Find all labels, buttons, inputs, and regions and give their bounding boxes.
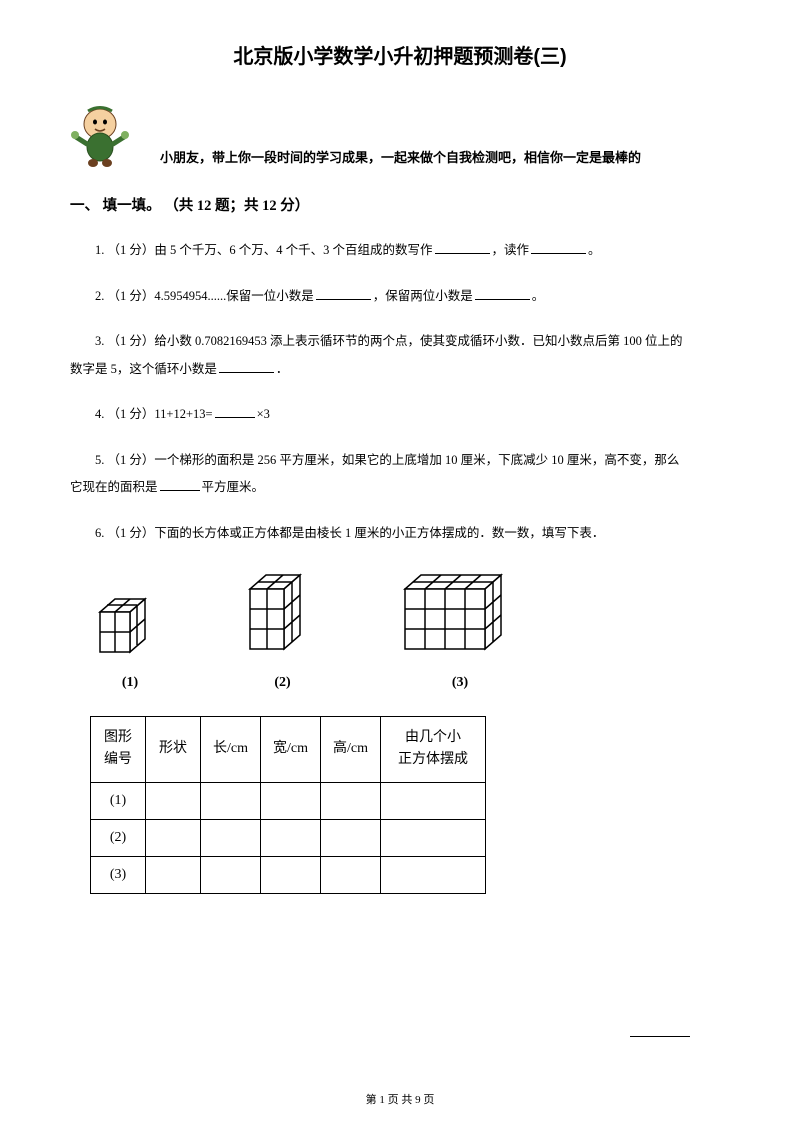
question-2: 2. （1 分）4.5954954......保留一位小数是 ，保留两位小数是 。 <box>70 283 730 311</box>
q6-text: 6. （1 分）下面的长方体或正方体都是由棱长 1 厘米的小正方体摆成的．数一数… <box>95 526 604 540</box>
th-shape: 形状 <box>146 717 201 783</box>
cell-input[interactable] <box>261 856 321 893</box>
blank-input[interactable] <box>160 479 200 492</box>
cell-input[interactable] <box>381 819 486 856</box>
cell-input[interactable] <box>321 856 381 893</box>
table-row: (1) <box>91 782 486 819</box>
cube-1: (1) <box>90 587 170 691</box>
question-4: 4. （1 分）11+12+13= ×3 <box>70 401 730 429</box>
row-id: (2) <box>91 819 146 856</box>
q1-prefix: 1. （1 分）由 5 个千万、6 个万、4 个千、3 个百组成的数写作 <box>95 243 433 257</box>
blank-input[interactable] <box>215 406 255 419</box>
cell-input[interactable] <box>261 819 321 856</box>
footer-mid: 页 共 <box>385 1094 415 1106</box>
cell-input[interactable] <box>261 782 321 819</box>
th-hei: 高/cm <box>321 717 381 783</box>
q3-line2: 数字是 5，这个循环小数是 <box>70 362 217 376</box>
cell-input[interactable] <box>146 782 201 819</box>
cube-label: (2) <box>274 675 290 691</box>
footer-suffix: 页 <box>421 1094 435 1106</box>
blank-input[interactable] <box>435 242 490 255</box>
blank-input[interactable] <box>475 287 530 300</box>
blank-input[interactable] <box>316 287 371 300</box>
q2-prefix: 2. （1 分）4.5954954......保留一位小数是 <box>95 289 314 303</box>
q5-line2a: 它现在的面积是 <box>70 480 158 494</box>
row-id: (3) <box>91 856 146 893</box>
cell-input[interactable] <box>146 819 201 856</box>
q1-mid: ，读作 <box>492 243 530 257</box>
th-wid: 宽/cm <box>261 717 321 783</box>
blank-input[interactable] <box>630 1036 690 1037</box>
cell-input[interactable] <box>381 856 486 893</box>
intro-row: 小朋友，带上你一段时间的学习成果，一起来做个自我检测吧，相信你一定是最棒的 <box>70 99 730 169</box>
cube-icon <box>395 567 525 667</box>
th-count: 由几个小 正方体摆成 <box>381 717 486 783</box>
intro-text: 小朋友，带上你一段时间的学习成果，一起来做个自我检测吧，相信你一定是最棒的 <box>160 146 730 169</box>
question-5-cont: 它现在的面积是 平方厘米。 <box>70 474 730 502</box>
cell-input[interactable] <box>201 782 261 819</box>
cube-label: (3) <box>452 675 468 691</box>
q2-suffix: 。 <box>532 289 545 303</box>
shape-table: 图形 编号 形状 长/cm 宽/cm 高/cm 由几个小 正方体摆成 (1) (… <box>90 716 486 894</box>
page-title: 北京版小学数学小升初押题预测卷(三) <box>70 40 730 69</box>
footer-prefix: 第 <box>366 1094 380 1106</box>
table-header-row: 图形 编号 形状 长/cm 宽/cm 高/cm 由几个小 正方体摆成 <box>91 717 486 783</box>
cell-input[interactable] <box>321 782 381 819</box>
th-len: 长/cm <box>201 717 261 783</box>
cell-input[interactable] <box>146 856 201 893</box>
q4-prefix: 4. （1 分）11+12+13= <box>95 407 213 421</box>
cell-input[interactable] <box>321 819 381 856</box>
row-id: (1) <box>91 782 146 819</box>
question-3-cont: 数字是 5，这个循环小数是 ． <box>70 356 730 384</box>
q3-suffix: ． <box>276 362 289 376</box>
q5-line2b: 平方厘米。 <box>202 480 265 494</box>
q1-suffix: 。 <box>588 243 601 257</box>
cube-3: (3) <box>395 567 525 691</box>
table-row: (2) <box>91 819 486 856</box>
q2-mid: ，保留两位小数是 <box>373 289 473 303</box>
cube-2: (2) <box>240 567 325 691</box>
page-footer: 第 1 页 共 9 页 <box>0 1091 800 1107</box>
q3-line1: 3. （1 分）给小数 0.7082169453 添上表示循环节的两个点，使其变… <box>95 334 683 348</box>
question-3: 3. （1 分）给小数 0.7082169453 添上表示循环节的两个点，使其变… <box>70 328 730 356</box>
cubes-row: (1) (2) <box>90 567 730 691</box>
table-row: (3) <box>91 856 486 893</box>
question-6: 6. （1 分）下面的长方体或正方体都是由棱长 1 厘米的小正方体摆成的．数一数… <box>70 520 730 548</box>
blank-input[interactable] <box>531 242 586 255</box>
q5-line1: 5. （1 分）一个梯形的面积是 256 平方厘米，如果它的上底增加 10 厘米… <box>95 453 679 467</box>
cube-icon <box>240 567 325 667</box>
section-number: 一、 <box>70 198 99 214</box>
section-name: 填一填。 <box>103 198 161 214</box>
cube-label: (1) <box>122 675 138 691</box>
cell-input[interactable] <box>201 819 261 856</box>
cube-icon <box>90 587 170 667</box>
cell-input[interactable] <box>381 782 486 819</box>
section-meta: （共 12 题；共 12 分） <box>164 198 309 214</box>
cell-input[interactable] <box>201 856 261 893</box>
th-id: 图形 编号 <box>91 717 146 783</box>
question-5: 5. （1 分）一个梯形的面积是 256 平方厘米，如果它的上底增加 10 厘米… <box>70 447 730 475</box>
section-header: 一、 填一填。 （共 12 题；共 12 分） <box>70 194 730 215</box>
blank-input[interactable] <box>219 360 274 373</box>
mascot-icon <box>70 99 130 169</box>
question-1: 1. （1 分）由 5 个千万、6 个万、4 个千、3 个百组成的数写作 ，读作 。 <box>70 237 730 265</box>
q4-suffix: ×3 <box>257 407 270 421</box>
